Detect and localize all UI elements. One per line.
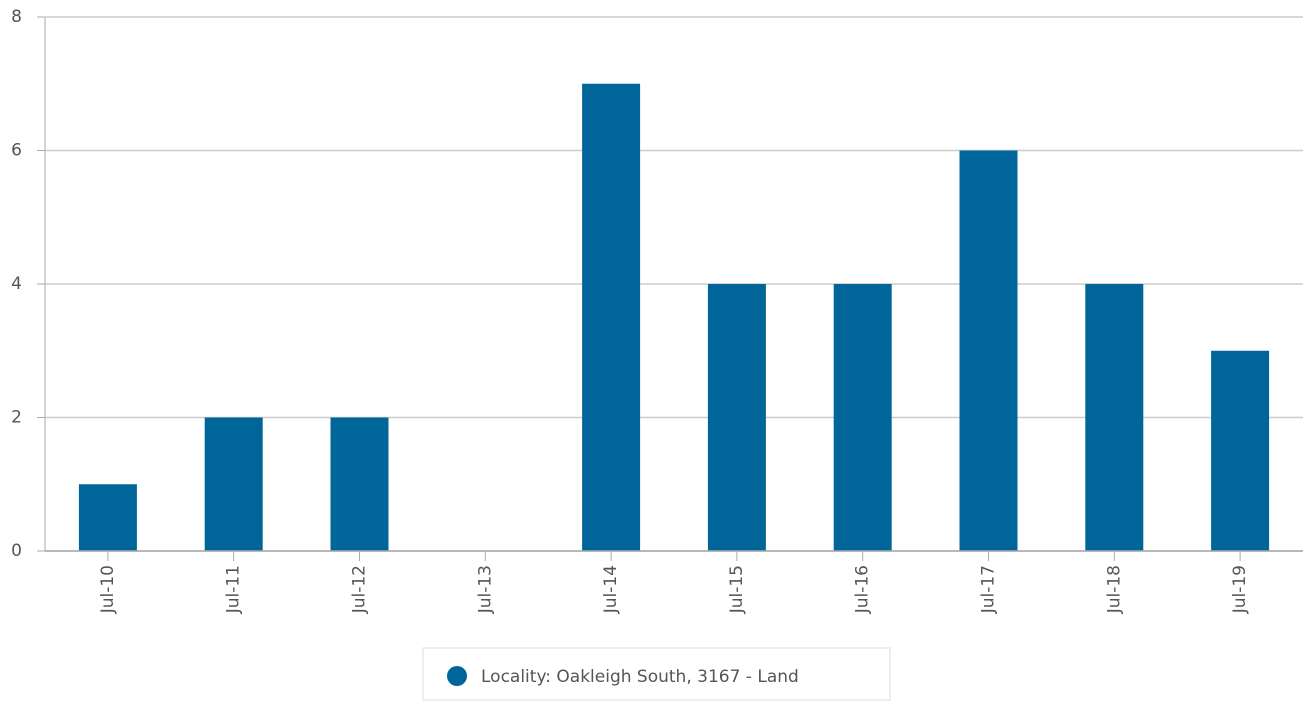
y-tick-label: 4 [11,274,22,294]
legend-label: Locality: Oakleigh South, 3167 - Land [481,667,799,687]
x-tick-label: Jul-19 [1230,565,1250,614]
x-tick-label: Jul-16 [853,565,873,614]
bar [1211,350,1270,551]
x-tick-label: Jul-13 [475,565,495,614]
x-tick-label: Jul-10 [98,565,118,614]
x-tick-label: Jul-17 [979,565,999,614]
bar [833,284,892,551]
bar [78,484,137,551]
y-tick-label: 6 [11,141,22,161]
x-tick-label: Jul-15 [727,565,747,614]
legend-box [422,647,891,701]
x-tick-label: Jul-12 [350,565,370,614]
bar [330,417,389,551]
bar [1085,284,1144,551]
x-tick-label: Jul-14 [601,565,621,614]
y-tick-label: 0 [11,541,22,561]
bar [582,83,641,551]
bar [707,284,766,551]
y-tick-label: 2 [11,408,22,428]
x-tick-label: Jul-18 [1104,565,1124,614]
x-tick-label: Jul-11 [224,565,244,614]
bar [959,150,1018,551]
legend-marker [447,666,467,686]
y-tick-label: 8 [11,7,22,27]
bar [204,417,263,551]
